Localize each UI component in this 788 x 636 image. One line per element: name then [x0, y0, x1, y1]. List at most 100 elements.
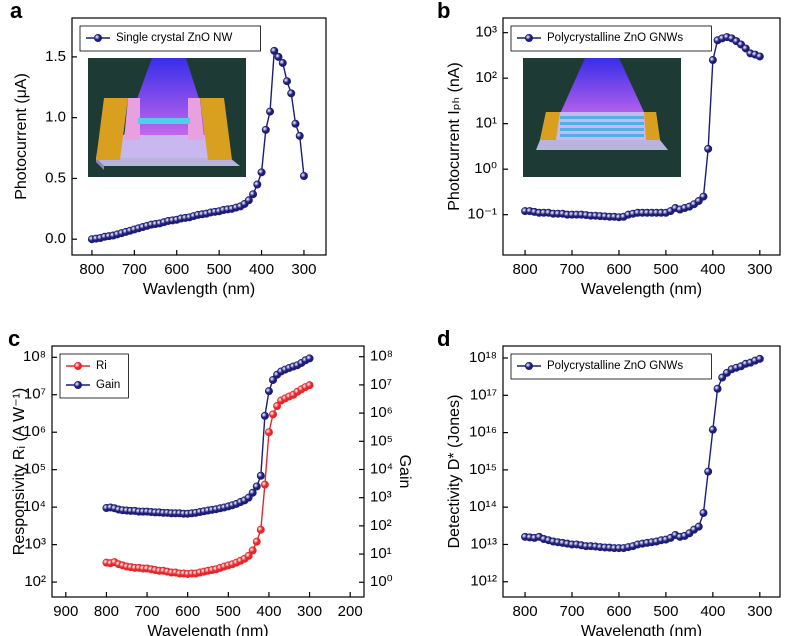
- x-tick-label: 600: [175, 603, 200, 620]
- data-point: [248, 488, 257, 497]
- y2-tick-label: 10⁴: [370, 460, 393, 477]
- x-tick-label: 400: [256, 603, 281, 620]
- data-point: [755, 52, 764, 61]
- y-tick-label: 10¹⁶: [469, 424, 497, 441]
- y-tick-label: 10⁴: [23, 498, 46, 515]
- panel-label: a: [10, 0, 23, 23]
- y-tick-label: 10⁷: [24, 386, 46, 403]
- data-point: [273, 402, 282, 411]
- x-tick-label: 700: [122, 261, 147, 278]
- data-point: [264, 387, 273, 396]
- x-tick-label: 700: [559, 261, 584, 278]
- y2-axis-label: Gain: [396, 455, 413, 489]
- y2-tick-label: 10⁶: [370, 404, 393, 421]
- y-tick-label: 10¹⁴: [469, 498, 497, 515]
- y2-tick-label: 10⁰: [370, 573, 393, 590]
- y-axis-label: Photocurrent Iₚₕ (nA): [446, 62, 463, 211]
- x-axis-label: Wavlength (nm): [143, 281, 255, 298]
- data-point: [274, 52, 283, 61]
- data-point: [248, 546, 257, 555]
- x-tick-label: 300: [297, 603, 322, 620]
- y-axis-label: Detectivity D* (Jones): [446, 395, 463, 549]
- x-axis-label: Wavelength (nm): [581, 623, 702, 636]
- data-point: [755, 354, 764, 363]
- x-tick-label: 500: [653, 261, 678, 278]
- y-tick-label: 10¹³: [470, 535, 497, 552]
- data-point: [718, 373, 727, 382]
- x-tick-label: 600: [606, 261, 631, 278]
- legend-label: Single crystal ZnO NW: [116, 32, 232, 44]
- x-tick-label: 300: [747, 261, 772, 278]
- x-tick-label: 500: [207, 261, 232, 278]
- data-point: [266, 107, 275, 116]
- x-tick-label: 400: [249, 261, 274, 278]
- data-point: [260, 480, 269, 489]
- data-point: [708, 56, 717, 65]
- inset-b: [523, 58, 681, 177]
- y-tick-label: 10⁸: [23, 348, 46, 365]
- x-tick-label: 800: [513, 261, 538, 278]
- plot-frame: [502, 345, 781, 598]
- series-line: [524, 358, 761, 549]
- data-point: [268, 375, 277, 384]
- y2-tick-label: 10⁸: [370, 348, 393, 365]
- y-tick-label: 10³: [24, 536, 46, 553]
- plot-frame: [502, 17, 781, 256]
- data-point: [249, 190, 258, 199]
- data-point: [299, 171, 308, 180]
- x-tick-label: 400: [700, 261, 725, 278]
- y-tick-label: 0.0: [45, 230, 66, 247]
- series-line: [106, 384, 310, 575]
- y-tick-label: 10⁶: [23, 423, 46, 440]
- data-point: [253, 180, 262, 189]
- x-tick-label: 900: [53, 603, 78, 620]
- panel-label: c: [8, 326, 20, 351]
- data-point: [291, 119, 300, 128]
- data-point: [256, 471, 265, 480]
- x-tick-label: 700: [135, 603, 160, 620]
- data-point: [713, 384, 722, 393]
- data-point: [708, 425, 717, 434]
- data-point: [741, 44, 750, 53]
- legend-box: [59, 353, 129, 399]
- y-tick-label: 10³: [475, 24, 497, 41]
- legend-label: Polycrystalline ZnO GNWs: [547, 360, 683, 372]
- inset-a: [88, 58, 246, 177]
- x-tick-label: 500: [216, 603, 241, 620]
- y-axis-label: Photocurrent (μA): [13, 73, 30, 200]
- y2-tick-label: 10⁷: [370, 376, 392, 393]
- data-point: [704, 467, 713, 476]
- data-point: [268, 410, 277, 419]
- x-axis-label: Wavelength (nm): [147, 623, 268, 636]
- legend-marker: [74, 380, 83, 389]
- x-tick-label: 300: [291, 261, 316, 278]
- data-point: [282, 77, 291, 86]
- data-point: [278, 58, 287, 67]
- plot-frame: [51, 345, 365, 598]
- legend-box: [510, 25, 712, 52]
- data-point: [704, 144, 713, 153]
- plot-frame: [71, 17, 327, 256]
- y2-tick-label: 10⁵: [370, 432, 393, 449]
- y2-tick-label: 10¹: [370, 545, 392, 562]
- x-tick-label: 200: [338, 603, 363, 620]
- data-point: [244, 196, 253, 205]
- panel-label: d: [437, 326, 450, 351]
- data-point: [244, 551, 253, 560]
- x-tick-label: 400: [700, 603, 725, 620]
- data-point: [256, 525, 265, 534]
- data-point: [252, 482, 261, 491]
- y-tick-label: 0.5: [45, 169, 66, 186]
- series-line: [106, 357, 310, 515]
- y-tick-label: 1.5: [45, 48, 66, 65]
- data-point: [287, 89, 296, 98]
- data-point: [305, 354, 314, 363]
- data-point: [694, 522, 703, 531]
- legend-box: [510, 353, 712, 380]
- y-tick-label: 10¹⁵: [469, 461, 497, 478]
- x-tick-label: 300: [747, 603, 772, 620]
- y-tick-label: 10⁻¹: [467, 206, 497, 223]
- x-tick-label: 800: [79, 261, 104, 278]
